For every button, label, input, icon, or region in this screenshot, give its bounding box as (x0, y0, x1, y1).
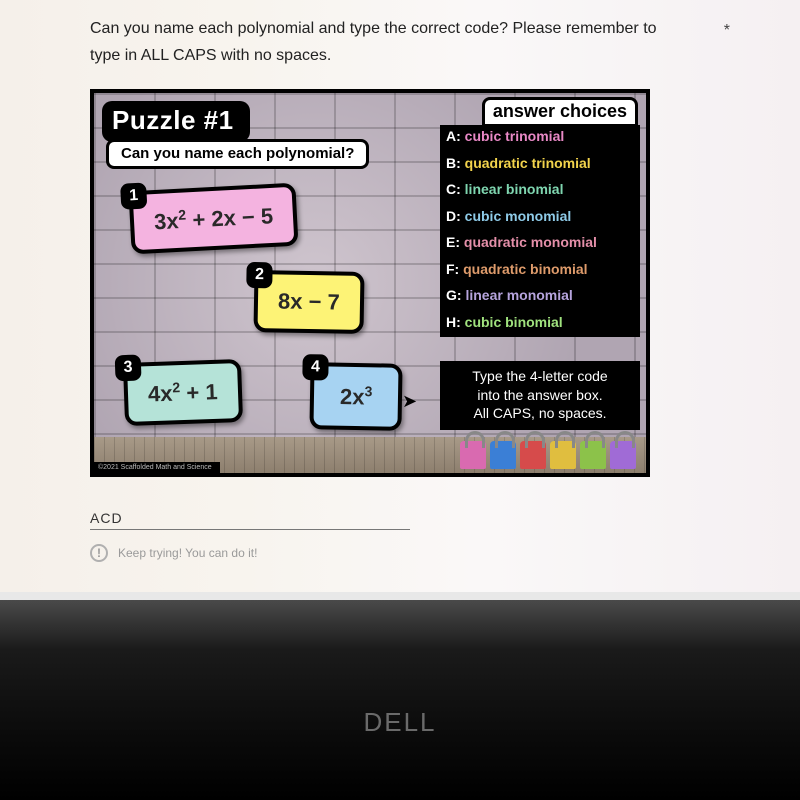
code-inst-l2: into the answer box. (448, 386, 632, 404)
puzzle-title: Puzzle #1 (102, 101, 250, 142)
instruction-line-2: type in ALL CAPS with no spaces. (90, 47, 331, 64)
warning-icon: ! (90, 544, 108, 562)
card-badge-4: 4 (302, 354, 328, 380)
polynomial-card-1: 1 3x2 + 2x − 5 (128, 183, 298, 255)
polynomial-card-2: 2 8x − 7 (253, 270, 364, 334)
answer-choices-header: answer choices (482, 97, 638, 127)
choice-E: E: quadratic monomial (440, 231, 640, 258)
feedback-row: ! Keep trying! You can do it! (90, 544, 710, 562)
code-inst-l1: Type the 4-letter code (448, 367, 632, 385)
lock-icon-3 (520, 441, 546, 469)
instruction-line-1: Can you name each polynomial and type th… (90, 20, 657, 37)
puzzle-image: Puzzle #1 Can you name each polynomial? … (90, 89, 650, 477)
choice-B: B: quadratic trinomial (440, 152, 640, 179)
question-text: Can you name each polynomial and type th… (90, 15, 710, 69)
card-badge-3: 3 (115, 355, 142, 382)
choice-A: A: cubic trinomial (440, 125, 640, 152)
form-page: Can you name each polynomial and type th… (0, 0, 800, 592)
locks-row (460, 441, 636, 469)
feedback-text: Keep trying! You can do it! (118, 546, 257, 560)
choice-G: G: linear monomial (440, 284, 640, 311)
choice-C: C: linear binomial (440, 178, 640, 205)
lock-icon-6 (610, 441, 636, 469)
card-badge-2: 2 (246, 262, 272, 288)
card-badge-1: 1 (120, 183, 147, 210)
copyright-text: ©2021 Scaffolded Math and Science (94, 462, 220, 473)
lock-icon-2 (490, 441, 516, 469)
monitor-brand: DELL (363, 707, 436, 738)
code-instruction-box: Type the 4-letter code into the answer b… (440, 361, 640, 430)
choice-F: F: quadratic binomial (440, 258, 640, 285)
polynomial-card-4: 4 2x3 (309, 363, 402, 432)
choice-D: D: cubic monomial (440, 205, 640, 232)
answer-choices-list: A: cubic trinomialB: quadratic trinomial… (440, 125, 640, 337)
lock-icon-1 (460, 441, 486, 469)
puzzle-subtitle: Can you name each polynomial? (106, 139, 369, 169)
answer-input[interactable] (90, 507, 410, 530)
lock-icon-5 (580, 441, 606, 469)
lock-icon-4 (550, 441, 576, 469)
polynomial-card-3: 3 4x2 + 1 (123, 359, 243, 426)
code-inst-l3: All CAPS, no spaces. (448, 404, 632, 422)
monitor-bezel: DELL (0, 600, 800, 800)
required-asterisk: * (724, 17, 730, 44)
mouse-cursor-icon: ➤ (402, 391, 417, 412)
choice-H: H: cubic binomial (440, 311, 640, 338)
